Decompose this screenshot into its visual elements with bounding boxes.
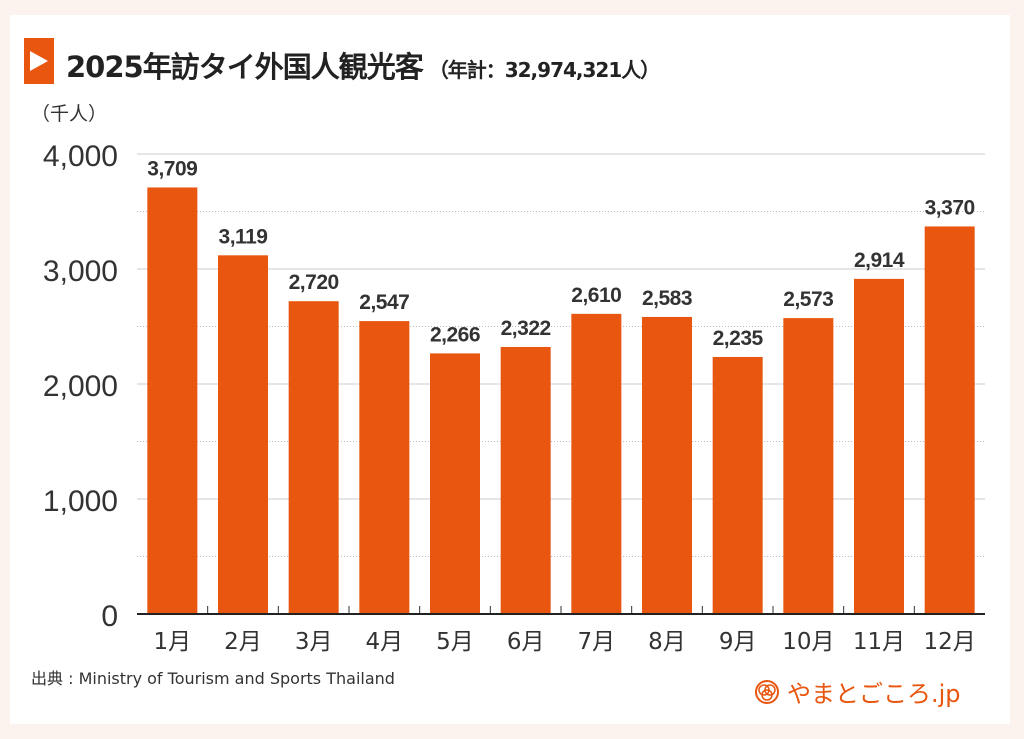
chart-title: 2025年訪タイ外国人観光客 （年計：32,974,321人）: [66, 44, 661, 86]
logo-icon: [755, 679, 779, 704]
x-tick-label: 12月: [924, 629, 976, 655]
x-tick-label: 9月: [719, 629, 757, 655]
y-tick-label: 2,000: [43, 370, 118, 403]
play-icon: [24, 38, 54, 84]
data-label: 3,709: [147, 157, 197, 180]
data-label: 2,720: [289, 271, 339, 294]
bar-10月: [783, 318, 834, 614]
chart-subtitle: （年計：32,974,321人）: [428, 58, 661, 82]
data-label: 2,573: [783, 288, 833, 311]
x-tick-label: 3月: [295, 629, 333, 655]
x-tick-label: 8月: [648, 629, 686, 655]
bar-3月: [288, 301, 339, 614]
x-tick-label: 6月: [507, 629, 545, 655]
logo: やまとごころ.jp: [755, 674, 961, 709]
x-tick-label: 5月: [436, 629, 474, 655]
data-label: 2,610: [571, 284, 621, 307]
y-tick-label: 3,000: [43, 255, 118, 288]
bar-11月: [854, 278, 904, 614]
bar-9月: [712, 356, 763, 614]
x-tick-label: 4月: [366, 629, 404, 655]
x-tick-label: 10月: [782, 629, 834, 655]
y-tick-label: 4,000: [43, 140, 118, 173]
y-axis-unit: （千人）: [31, 103, 108, 125]
data-label: 2,322: [501, 317, 551, 340]
data-label: 2,583: [642, 287, 692, 310]
x-tick-label: 1月: [154, 629, 192, 655]
title-text: 2025年訪タイ外国人観光客: [66, 50, 424, 84]
bar-5月: [430, 353, 480, 614]
bar-4月: [359, 321, 410, 614]
y-tick-label: 1,000: [43, 485, 118, 518]
bar-2月: [218, 255, 268, 614]
bar-1月: [147, 187, 198, 614]
bar-7月: [571, 313, 622, 614]
bar-8月: [642, 316, 692, 614]
data-label: 3,119: [219, 225, 268, 248]
source-note: 出典 : Ministry of Tourism and Sports Thai…: [31, 669, 395, 688]
data-label: 2,547: [359, 291, 409, 314]
logo-text: やまとごころ.jp: [787, 680, 961, 708]
data-label: 3,370: [925, 196, 975, 219]
x-tick-label: 2月: [224, 629, 262, 655]
data-label: 2,914: [854, 249, 905, 272]
data-label: 2,266: [430, 323, 480, 346]
data-label: 2,235: [713, 327, 764, 350]
x-tick-label: 11月: [853, 629, 905, 655]
bar-12月: [924, 226, 975, 614]
y-tick-label: 0: [101, 600, 118, 633]
x-tick-label: 7月: [578, 629, 616, 655]
bar-6月: [500, 346, 551, 614]
